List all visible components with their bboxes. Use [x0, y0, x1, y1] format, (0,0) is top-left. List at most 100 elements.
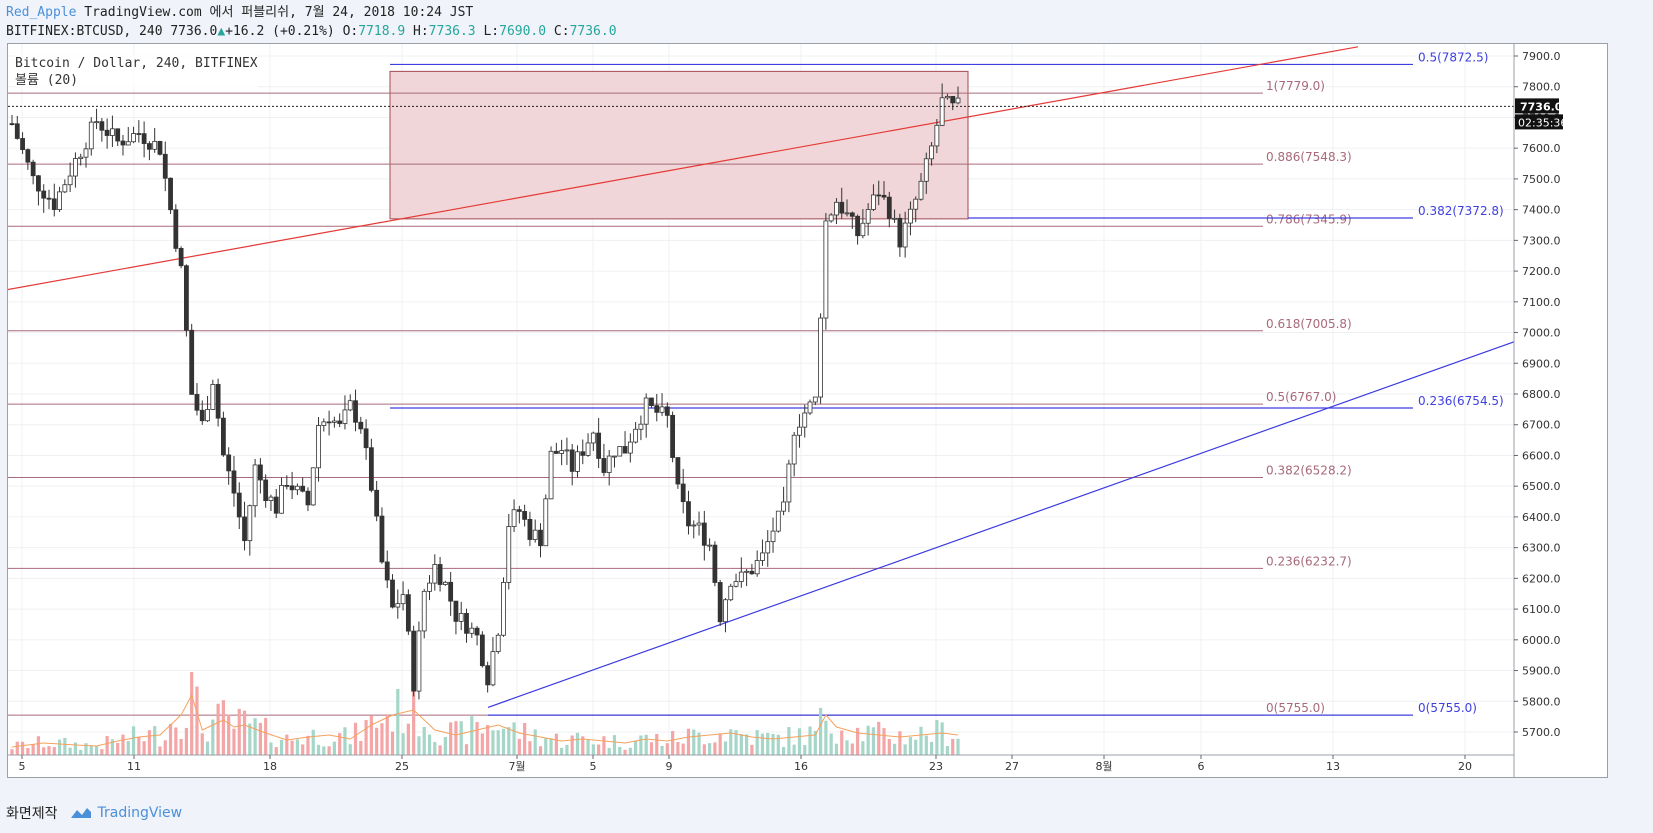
volume-bar [184, 727, 189, 755]
volume-bar [861, 741, 865, 755]
low-label: L: [483, 24, 500, 39]
candle-body [738, 571, 744, 582]
volume-bar [507, 727, 511, 755]
fib-blue-label: 0.382(7372.8) [1418, 204, 1504, 218]
volume-bar [560, 747, 564, 755]
volume-bar [110, 739, 115, 755]
candle-body [490, 651, 496, 686]
candle-body [728, 585, 734, 601]
countdown-label: 02:35:36 [1518, 116, 1567, 129]
price-tick-label: 6300.0 [1522, 542, 1561, 555]
candle-body [559, 450, 565, 454]
volume-bar [877, 721, 881, 755]
volume-bar [232, 728, 236, 755]
volume-bar [306, 735, 310, 755]
candle-body [918, 180, 924, 200]
candle-body [421, 590, 427, 632]
fib-red-label: 1(7779.0) [1266, 79, 1325, 93]
volume-bar [618, 747, 622, 755]
candle-body [30, 161, 36, 177]
candle-body [294, 485, 300, 491]
volume-bar [718, 733, 722, 755]
volume-bar [179, 738, 183, 755]
tradingview-brand[interactable]: TradingView [70, 805, 182, 821]
candle-body [749, 570, 755, 575]
fib-red-label: 0.5(6767.0) [1266, 390, 1336, 404]
volume-bar [364, 720, 368, 755]
volume-bar [591, 744, 595, 755]
volume-ma-line [11, 693, 959, 748]
volume-bar [713, 742, 717, 755]
time-tick-label: 11 [127, 760, 141, 773]
volume-bar [195, 686, 199, 755]
candle-body [633, 428, 639, 443]
candle-body [458, 613, 464, 622]
price-tick-label: 6600.0 [1522, 449, 1561, 462]
volume-bar [755, 730, 759, 755]
price-tick-label: 6900.0 [1522, 357, 1561, 370]
candle-body [168, 177, 173, 211]
candle-body [538, 529, 543, 547]
volume-bar [242, 710, 247, 755]
volume-bar [348, 744, 352, 755]
candle-body [485, 665, 491, 686]
volume-bar [470, 716, 474, 755]
volume-bar [121, 734, 125, 755]
candle-body [733, 581, 739, 587]
volume-bar [63, 737, 67, 755]
symbol-info: BITFINEX:BTCUSD, 240 7736.0 [6, 24, 218, 39]
volume-bar [94, 746, 99, 755]
candle-body [649, 397, 654, 406]
candle-body [781, 501, 786, 512]
price-tick-label: 7400.0 [1522, 204, 1561, 217]
fib-blue-label: 0(5755.0) [1418, 701, 1477, 715]
candle-body [770, 530, 776, 543]
volume-bar [887, 739, 891, 755]
candle-body [913, 198, 919, 210]
candle-body [585, 442, 591, 456]
candle-body [596, 432, 602, 459]
volume-bar [10, 749, 14, 755]
candle-body [353, 400, 358, 423]
volume-bar [454, 721, 458, 755]
volume-bar [919, 726, 923, 755]
volume-bar [818, 707, 823, 755]
candle-body [501, 582, 506, 636]
volume-bar [824, 720, 828, 755]
time-tick-label: 8월 [1095, 760, 1112, 773]
candle-body [279, 484, 284, 514]
fib-blue-label: 0.236(6754.5) [1418, 394, 1504, 408]
volume-bar [31, 743, 35, 755]
volume-bar [390, 731, 395, 755]
candle-body [25, 149, 31, 163]
volume-bar [158, 746, 162, 755]
candle-body [147, 143, 152, 150]
candle-body [88, 121, 94, 150]
candle-body [479, 634, 485, 667]
candle-body [110, 128, 115, 136]
time-tick-label: 20 [1458, 760, 1472, 773]
volume-bar [422, 726, 426, 755]
candle-body [849, 212, 855, 217]
candle-body [675, 457, 681, 485]
candle-body [173, 209, 179, 249]
volume-bar [20, 741, 25, 755]
volume-bar [221, 700, 225, 755]
candle-body [823, 220, 829, 319]
volume-bar [200, 733, 204, 755]
candle-body [744, 570, 750, 573]
candle-body [347, 400, 353, 411]
author-link[interactable]: Red_Apple [6, 5, 77, 20]
volume-bar [787, 727, 791, 755]
volume-bar [269, 742, 273, 755]
volume-bar [417, 736, 421, 755]
volume-bar [258, 722, 262, 755]
candle-body [532, 529, 538, 540]
candle-body [384, 561, 390, 581]
chart-area[interactable]: 1(7779.0) 0.886(7548.3) 0.786(7345.9) 0.618… [7, 43, 1608, 778]
candle-body [337, 420, 343, 424]
price-chart[interactable]: 1(7779.0) 0.886(7548.3) 0.786(7345.9) 0.618… [8, 44, 1607, 777]
candle-body [712, 544, 718, 583]
candle-body [215, 384, 221, 419]
volume-bar [131, 726, 136, 755]
